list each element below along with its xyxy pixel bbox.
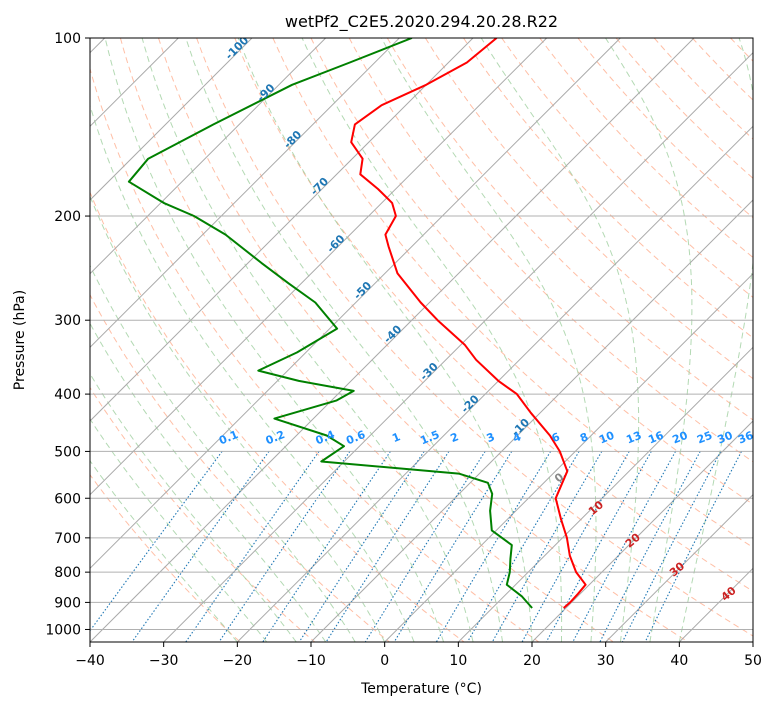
plot-frame xyxy=(89,37,754,643)
moist-adiabat xyxy=(678,38,753,642)
mixing-ratio-label: 25 xyxy=(695,429,714,447)
mixing-ratio-label: 30 xyxy=(716,429,735,447)
y-axis-title: Pressure (hPa) xyxy=(12,290,28,390)
mixing-ratio-label: 10 xyxy=(597,429,616,447)
isotherm xyxy=(236,125,753,642)
y-tick-label: 700 xyxy=(54,531,81,547)
axes: −40 −30 −20 −10 0 10 20 30 40 50 100 200 300 400 500 60… xyxy=(45,31,762,669)
mixing-ratio-label: 2 xyxy=(449,430,461,445)
y-tick-label: 800 xyxy=(54,565,81,581)
dry-adiabat xyxy=(90,386,316,642)
x-tick-label: 40 xyxy=(670,653,688,669)
series-line-dewpoint xyxy=(127,38,533,609)
isotherm xyxy=(90,38,474,422)
x-tick-label: −40 xyxy=(75,653,105,669)
x-tick-label: 30 xyxy=(597,653,615,669)
y-tick-label: 500 xyxy=(54,444,81,460)
moist-adiabat xyxy=(480,38,640,642)
isotherm xyxy=(90,38,695,642)
y-tick-label: 400 xyxy=(54,387,81,403)
x-tick-label: 50 xyxy=(744,653,762,669)
dry-adiabat xyxy=(386,38,753,421)
isotherm xyxy=(384,272,753,642)
plot-area xyxy=(90,38,753,642)
moist-adiabat xyxy=(301,38,563,642)
x-tick-label: 20 xyxy=(523,653,541,669)
isotherm xyxy=(90,38,327,275)
moist-adiabat xyxy=(380,38,597,642)
y-tick-label: 900 xyxy=(54,595,81,611)
mixing-ratio-label: 8 xyxy=(578,430,590,445)
dry-adiabat xyxy=(424,38,753,380)
x-tick-label: −30 xyxy=(149,653,179,669)
isotherm xyxy=(605,493,753,642)
x-tick-label: −10 xyxy=(296,653,326,669)
chart-title: wetPf2_C2E5.2020.294.20.28.R22 xyxy=(285,12,558,32)
moist-adiabat xyxy=(605,38,693,642)
x-tick-label: −20 xyxy=(223,653,253,669)
pressure-gridlines xyxy=(90,38,753,630)
mixing-ratio-label: 3 xyxy=(485,430,497,445)
background-lines xyxy=(90,38,753,642)
isotherm xyxy=(90,38,548,496)
mixing-ratio-label: 20 xyxy=(671,429,690,447)
isotherm xyxy=(90,38,400,349)
mixing-ratio-label: 1 xyxy=(390,430,402,445)
dry-adiabat xyxy=(119,38,614,642)
moist-adiabat xyxy=(104,38,445,642)
moist-adiabat xyxy=(185,38,503,642)
y-tick-label: 300 xyxy=(54,313,81,329)
sounding-series xyxy=(127,38,587,609)
x-axis-title: Temperature (°C) xyxy=(360,681,482,697)
moist-adiabat xyxy=(90,372,297,642)
moist-adiabat xyxy=(141,38,474,642)
x-tick-label: 0 xyxy=(380,653,389,669)
dry-adiabat xyxy=(158,38,689,642)
isotherm xyxy=(457,346,753,642)
y-tick-label: 1000 xyxy=(45,622,81,638)
moist-adiabat xyxy=(90,322,327,642)
moist-adiabat xyxy=(90,103,415,642)
moist-adiabat xyxy=(237,38,533,642)
dry-adiabat xyxy=(90,191,465,642)
x-tick-label: 10 xyxy=(449,653,467,669)
series-line-temperature xyxy=(350,38,587,609)
mixing-ratio-label: 36 xyxy=(736,429,755,447)
isotherm xyxy=(310,199,753,642)
moist-adiabat xyxy=(90,264,356,642)
y-tick-label: 200 xyxy=(54,209,81,225)
mixing-ratio-label: 16 xyxy=(646,429,665,447)
mixing-ratio-label: 13 xyxy=(624,429,643,447)
isotherm xyxy=(163,51,753,642)
isotherm xyxy=(90,38,253,201)
moist-adiabat xyxy=(90,459,238,642)
isotherm xyxy=(531,420,753,642)
dry-adiabat xyxy=(272,38,753,548)
moist-adiabat xyxy=(90,418,268,642)
y-tick-label: 600 xyxy=(54,491,81,507)
y-tick-label: 100 xyxy=(54,31,81,47)
dry-adiabat xyxy=(90,66,540,642)
moist-adiabat xyxy=(90,194,386,642)
